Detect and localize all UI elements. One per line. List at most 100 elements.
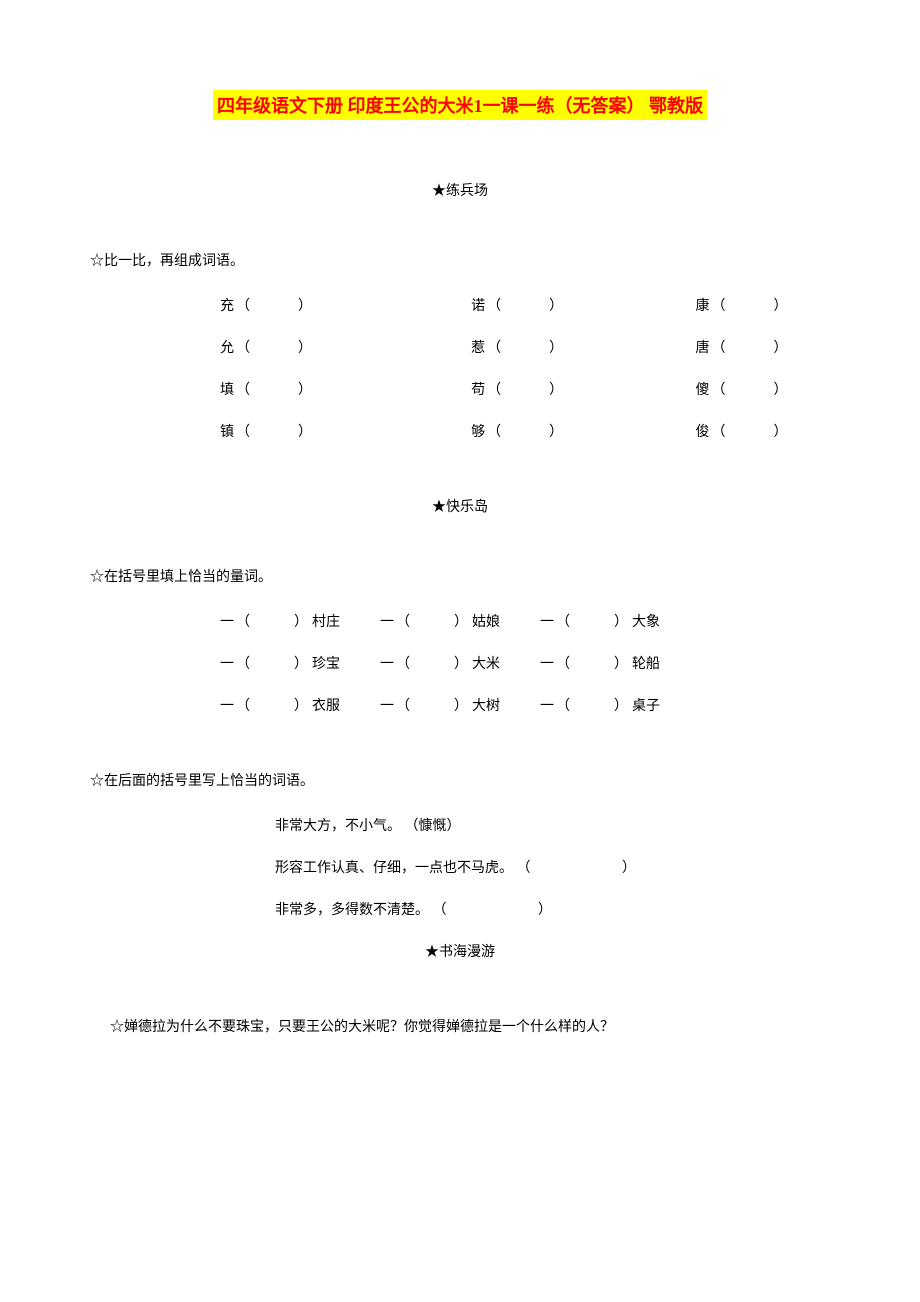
measure-prefix: 一 (540, 653, 554, 673)
definition-row: 非常大方，不小气。 （慷慨） (275, 815, 830, 835)
paren-close: ） (622, 861, 636, 876)
measure-cell: 一 （ ） 姑娘 (380, 611, 500, 631)
measure-cell: 一 （ ） 衣服 (220, 695, 340, 715)
paren-close: ） (454, 611, 468, 631)
measure-cell: 一 （ ） 珍宝 (220, 653, 340, 673)
paren-close: ） (614, 611, 628, 631)
paren-open: （ (487, 337, 501, 357)
paren-open: （ (236, 421, 250, 441)
paren-open: （ (556, 695, 570, 715)
measure-grid: 一 （ ） 村庄 一 （ ） 姑娘 一 （ ） 大象 一 （ ） 珍宝 一 （ … (90, 611, 830, 715)
char-cell: 填 （ ） (220, 379, 471, 399)
paren-open: （ (236, 337, 250, 357)
paren-close: ） (298, 379, 312, 399)
char-cell: 唐 （ ） (695, 337, 830, 357)
section-header-1: ★练兵场 (90, 180, 830, 200)
paren-open: （ (487, 379, 501, 399)
char-cell: 惹 （ ） (471, 337, 695, 357)
paren-close: ） (549, 295, 563, 315)
paren-open: （ (236, 695, 250, 715)
measure-prefix: 一 (220, 611, 234, 631)
measure-row: 一 （ ） 村庄 一 （ ） 姑娘 一 （ ） 大象 (220, 611, 830, 631)
paren-close: ） (294, 611, 308, 631)
paren-close: ） (549, 421, 563, 441)
paren-open: （ (487, 421, 501, 441)
paren-close: ） (614, 695, 628, 715)
measure-suffix: 村庄 (312, 611, 340, 631)
measure-prefix: 一 (380, 695, 394, 715)
char-label: 俊 (695, 421, 709, 441)
measure-cell: 一 （ ） 大米 (380, 653, 500, 673)
char-label: 康 (695, 295, 709, 315)
paren-open: （ (236, 611, 250, 631)
paren-close: ） (773, 379, 787, 399)
measure-cell: 一 （ ） 村庄 (220, 611, 340, 631)
paren-close: ） (549, 337, 563, 357)
char-row: 镇 （ ） 够 （ ） 俊 （ ） (220, 421, 830, 441)
section-header-3: ★书海漫游 (90, 941, 830, 961)
title-wrapper: 四年级语文下册 印度王公的大米1一课一练（无答案） 鄂教版 (90, 90, 830, 120)
char-label: 充 (220, 295, 234, 315)
paren-close: ） (454, 695, 468, 715)
definition-text: 形容工作认真、仔细，一点也不马虎。 (275, 861, 513, 876)
paren-close: ） (298, 421, 312, 441)
char-label: 诺 (471, 295, 485, 315)
char-cell: 苟 （ ） (471, 379, 695, 399)
measure-suffix: 桌子 (632, 695, 660, 715)
measure-cell: 一 （ ） 大象 (540, 611, 660, 631)
char-cell: 充 （ ） (220, 295, 471, 315)
paren-close: ） (538, 903, 552, 918)
paren-open: （ (433, 903, 447, 918)
char-cell: 够 （ ） (471, 421, 695, 441)
paren-open: （ (396, 695, 410, 715)
paren-open: （ (236, 653, 250, 673)
measure-cell: 一 （ ） 桌子 (540, 695, 660, 715)
measure-prefix: 一 (380, 653, 394, 673)
char-label: 傻 (695, 379, 709, 399)
char-label: 镇 (220, 421, 234, 441)
char-label: 允 (220, 337, 234, 357)
paren-open: （ (236, 379, 250, 399)
measure-suffix: 大象 (632, 611, 660, 631)
definition-answer: （慷慨） (405, 819, 461, 834)
char-row: 允 （ ） 惹 （ ） 唐 （ ） (220, 337, 830, 357)
paren-close: ） (454, 653, 468, 673)
paren-close: ） (773, 421, 787, 441)
measure-prefix: 一 (540, 695, 554, 715)
char-cell: 允 （ ） (220, 337, 471, 357)
paren-open: （ (556, 653, 570, 673)
paren-open: （ (556, 611, 570, 631)
instruction-3: ☆在后面的括号里写上恰当的词语。 (90, 770, 830, 790)
paren-open: （ (711, 295, 725, 315)
paren-close: ） (773, 337, 787, 357)
char-row: 充 （ ） 诺 （ ） 康 （ ） (220, 295, 830, 315)
measure-prefix: 一 (220, 695, 234, 715)
paren-close: ） (298, 295, 312, 315)
measure-cell: 一 （ ） 大树 (380, 695, 500, 715)
measure-suffix: 大树 (472, 695, 500, 715)
measure-row: 一 （ ） 衣服 一 （ ） 大树 一 （ ） 桌子 (220, 695, 830, 715)
definition-row: 形容工作认真、仔细，一点也不马虎。 （ ） (275, 857, 830, 877)
definition-text: 非常多，多得数不清楚。 (275, 903, 429, 918)
definition-row: 非常多，多得数不清楚。 （ ） (275, 899, 830, 919)
paren-close: ） (614, 653, 628, 673)
paren-open: （ (487, 295, 501, 315)
measure-prefix: 一 (540, 611, 554, 631)
measure-suffix: 轮船 (632, 653, 660, 673)
instruction-1: ☆比一比，再组成词语。 (90, 250, 830, 270)
instruction-2: ☆在括号里填上恰当的量词。 (90, 566, 830, 586)
measure-cell: 一 （ ） 轮船 (540, 653, 660, 673)
char-label: 填 (220, 379, 234, 399)
paren-close: ） (549, 379, 563, 399)
char-cell: 傻 （ ） (695, 379, 830, 399)
measure-suffix: 珍宝 (312, 653, 340, 673)
measure-row: 一 （ ） 珍宝 一 （ ） 大米 一 （ ） 轮船 (220, 653, 830, 673)
char-row: 填 （ ） 苟 （ ） 傻 （ ） (220, 379, 830, 399)
char-label: 够 (471, 421, 485, 441)
document-title: 四年级语文下册 印度王公的大米1一课一练（无答案） 鄂教版 (213, 90, 707, 120)
measure-prefix: 一 (380, 611, 394, 631)
paren-close: ） (294, 695, 308, 715)
definition-section: 非常大方，不小气。 （慷慨） 形容工作认真、仔细，一点也不马虎。 （ ） 非常多… (90, 815, 830, 919)
section-header-2: ★快乐岛 (90, 496, 830, 516)
paren-close: ） (294, 653, 308, 673)
